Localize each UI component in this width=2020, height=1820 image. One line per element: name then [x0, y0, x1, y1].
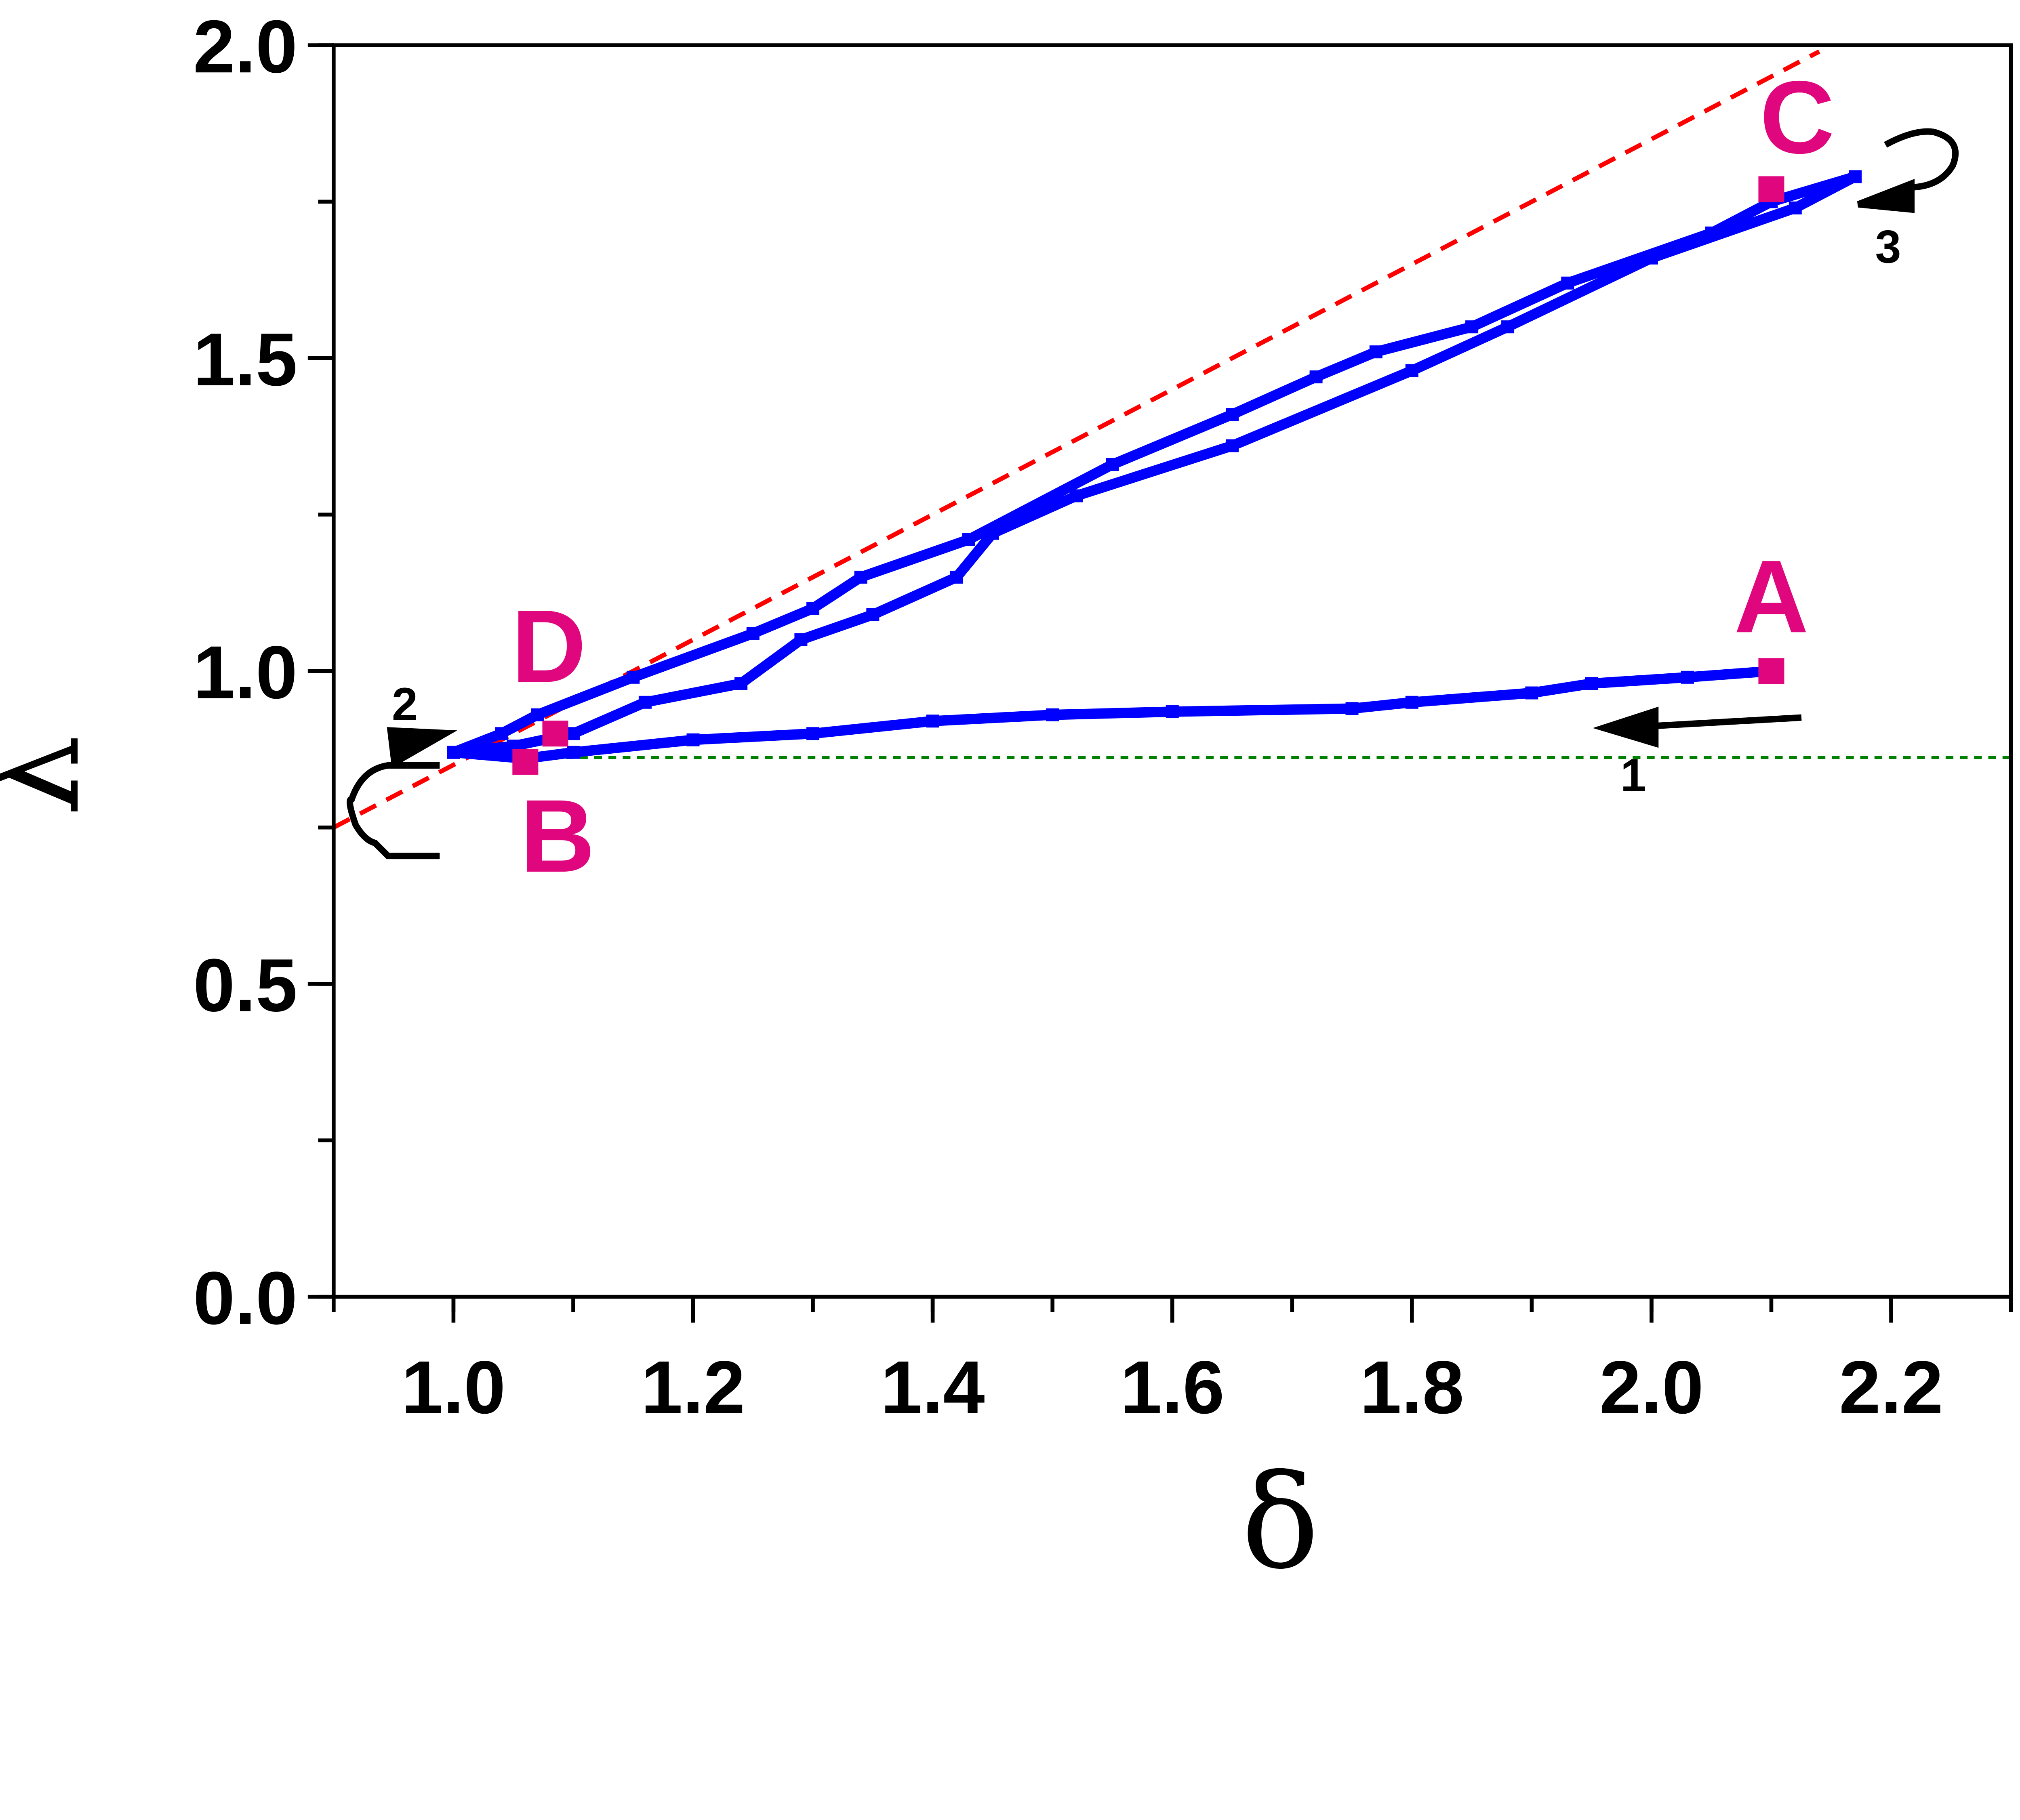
point-label-d: D — [511, 588, 586, 704]
series-layer — [332, 49, 2011, 830]
blue-data-point — [1585, 677, 1598, 690]
blue-data-point — [1465, 320, 1479, 334]
blue-data-point — [1309, 370, 1323, 384]
blue-data-point — [1789, 201, 1802, 214]
axis-ticks: 1.0 1.2 1.4 1.6 1.8 2.0 2.2 0.0 0.5 1.0 1.5 2.0 — [193, 5, 2013, 1429]
blue-data-point — [1345, 702, 1359, 715]
point-label-c: C — [1760, 60, 1835, 175]
blue-data-point — [1405, 364, 1418, 377]
x-tick-label: 1.2 — [641, 1346, 745, 1429]
blue-data-point — [854, 570, 867, 584]
blue-data-point — [1225, 408, 1239, 421]
point-marker-b — [512, 748, 539, 775]
arrow-3: 3 — [1857, 128, 1959, 273]
point-marker-c — [1758, 176, 1784, 202]
blue-data-point — [1046, 708, 1059, 721]
blue-data-point — [566, 727, 580, 740]
arrow-3-label: 3 — [1875, 221, 1901, 273]
blue-data-point — [638, 696, 652, 709]
y-tick-label: 1.0 — [193, 631, 297, 715]
y-axis-label: λ — [0, 735, 108, 817]
arrow-1: 1 — [1593, 706, 1802, 801]
blue-data-point — [1070, 489, 1083, 502]
x-tick-label: 1.0 — [401, 1346, 505, 1429]
blue-data-point — [746, 627, 760, 640]
blue-data-point — [1849, 170, 1862, 183]
blue-data-point — [1501, 320, 1515, 334]
blue-data-point — [530, 708, 544, 721]
arrow-3-head — [1857, 179, 1915, 213]
y-tick-label: 0.0 — [193, 1257, 297, 1340]
arrow-2-label: 2 — [392, 679, 418, 730]
y-tick-label: 1.5 — [193, 318, 297, 401]
blue-data-point — [566, 746, 580, 759]
arrow-1-label: 1 — [1620, 750, 1646, 801]
x-tick-label: 2.2 — [1839, 1346, 1943, 1429]
arrow-1-head — [1593, 706, 1659, 748]
blue-data-point — [794, 633, 808, 646]
plot-frame — [332, 43, 2013, 1299]
x-tick-label: 2.0 — [1599, 1346, 1704, 1429]
blue-data-point — [950, 570, 963, 584]
blue-data-point — [806, 602, 820, 615]
blue-data-point — [627, 670, 640, 684]
blue-data-point — [806, 727, 820, 740]
marked-points: A B C D — [511, 60, 1835, 894]
blue-data-point — [1525, 686, 1538, 700]
blue-data-point — [986, 527, 999, 540]
blue-data-point — [1166, 705, 1179, 719]
blue-data-point — [1369, 345, 1382, 359]
blue-data-point — [1225, 439, 1239, 452]
blue-data-point — [1561, 276, 1574, 290]
arrow-2-loop — [347, 762, 440, 860]
chart: 1.0 1.2 1.4 1.6 1.8 2.0 2.2 0.0 0.5 1.0 1.5 2.0 A B C… — [0, 5, 2013, 1578]
arrow-1-shaft — [1642, 714, 1802, 730]
blue-data-point — [866, 608, 880, 621]
blue-data-point — [1705, 226, 1718, 240]
blue-data-point — [447, 746, 460, 759]
arrow-2-head — [387, 727, 458, 768]
point-label-b: B — [520, 778, 595, 894]
blue-data-point — [495, 727, 508, 740]
point-marker-d — [542, 721, 568, 747]
blue-trajectory-line — [448, 171, 1860, 764]
arrow-2: 2 — [347, 679, 458, 860]
blue-data-point — [686, 733, 700, 746]
blue-data-point — [734, 677, 748, 690]
blue-data-point — [962, 533, 975, 546]
blue-data-point — [926, 715, 939, 728]
annotation-arrows: 1 2 3 — [347, 128, 1959, 860]
blue-data-point — [1106, 458, 1119, 471]
blue-data-point — [1405, 696, 1418, 709]
blue-data-point — [1681, 670, 1694, 684]
x-tick-label: 1.4 — [881, 1346, 985, 1429]
x-tick-label: 1.6 — [1120, 1346, 1225, 1429]
x-tick-label: 1.8 — [1360, 1346, 1464, 1429]
y-tick-label: 0.5 — [193, 944, 297, 1027]
point-marker-a — [1758, 658, 1784, 684]
point-label-a: A — [1734, 539, 1809, 654]
blue-data-point — [1645, 251, 1658, 265]
x-axis-label: δ — [1241, 1448, 1319, 1578]
y-tick-label: 2.0 — [193, 5, 297, 88]
arrow-3-loop — [1884, 128, 1959, 191]
